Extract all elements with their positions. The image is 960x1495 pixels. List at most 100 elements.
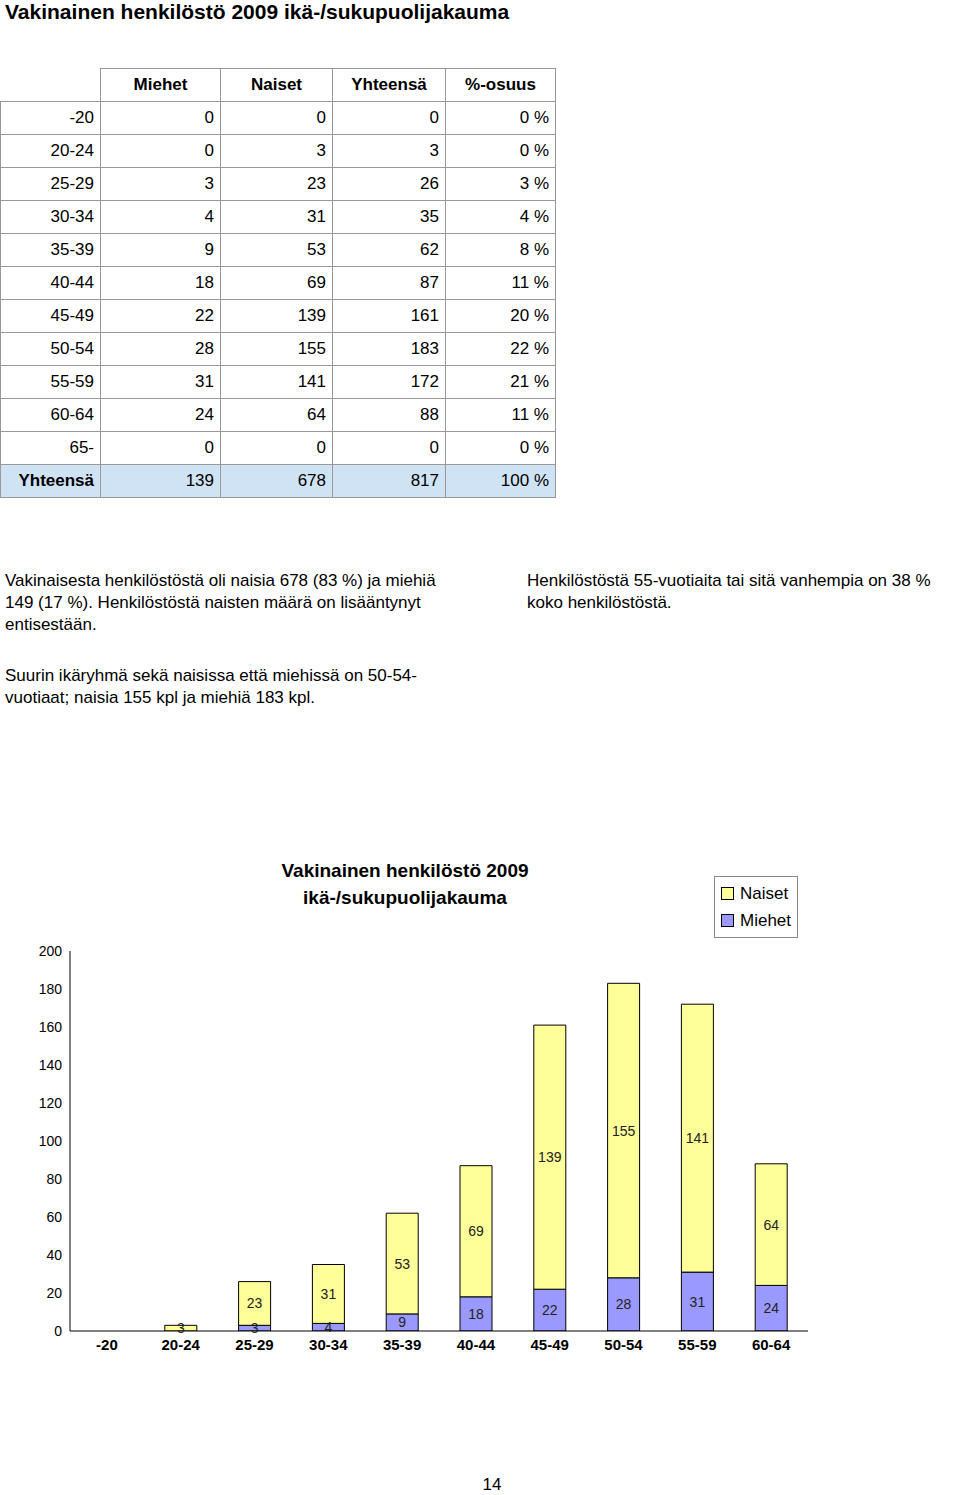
html-text:0: 0 [316,108,326,127]
svg-text:80: 80 [46,1171,62,1187]
html-text:26: 26 [420,174,439,193]
html-text:87: 87 [420,273,439,292]
html-text:65-: 65- [69,438,94,457]
html-text:100 %: 100 % [500,471,549,490]
html-text:161: 161 [410,306,439,325]
html-text:139: 139 [185,471,214,490]
svg-text:25-29: 25-29 [235,1336,273,1353]
svg-text:30-34: 30-34 [309,1336,348,1353]
html-text:817: 817 [410,471,439,490]
svg-text:45-49: 45-49 [531,1336,569,1353]
html-text:31: 31 [195,372,214,391]
html-text:678: 678 [297,471,326,490]
svg-text:120: 120 [39,1095,63,1111]
svg-text:0: 0 [54,1323,62,1339]
svg-text:53: 53 [394,1256,410,1272]
html-text:Suurin ikäryhmä sekä naisissa: Suurin ikäryhmä sekä naisissa että miehi… [5,666,417,707]
html-text:45-49: 45-49 [50,306,94,325]
html-text:69: 69 [307,273,326,292]
html-text:53: 53 [307,240,326,259]
svg-text:24: 24 [763,1300,779,1316]
svg-text:9: 9 [398,1314,406,1330]
svg-text:23: 23 [247,1295,263,1311]
html-text:Vakinainen henkilöstö 2009 ikä: Vakinainen henkilöstö 2009 ikä-/sukupuol… [5,0,510,23]
svg-text:155: 155 [612,1123,636,1139]
html-text:8 %: 8 % [519,240,549,259]
html-text:50-54: 50-54 [50,339,94,358]
html-text:28: 28 [195,339,214,358]
html-text:60-64: 60-64 [50,405,94,424]
html-text:22 %: 22 % [510,339,549,358]
svg-text:3: 3 [251,1320,259,1336]
svg-text:3: 3 [177,1320,185,1336]
html-text:Vakinaisesta henkilöstöstä oli: Vakinaisesta henkilöstöstä oli naisia 67… [5,571,436,634]
html-text:62: 62 [420,240,439,259]
html-text:21 %: 21 % [510,372,549,391]
svg-text:140: 140 [39,1057,63,1073]
html-text:0: 0 [204,108,214,127]
html-text:0 %: 0 % [519,108,549,127]
svg-text:180: 180 [39,981,63,997]
html-text:0 %: 0 % [519,438,549,457]
svg-text:28: 28 [616,1296,632,1312]
html-text:172: 172 [410,372,439,391]
svg-text:55-59: 55-59 [678,1336,716,1353]
html-text:-20: -20 [69,108,94,127]
html-text:Yhteensä: Yhteensä [351,75,427,94]
svg-text:69: 69 [468,1223,484,1239]
html-text:Naiset: Naiset [251,75,302,94]
html-text:35-39: 35-39 [50,240,94,259]
svg-text:22: 22 [542,1302,558,1318]
svg-text:-20: -20 [96,1336,118,1353]
html-text:%-osuus: %-osuus [465,75,536,94]
html-text:25-29: 25-29 [50,174,94,193]
svg-text:50-54: 50-54 [604,1336,643,1353]
svg-text:160: 160 [39,1019,63,1035]
html-text:18: 18 [195,273,214,292]
svg-text:64: 64 [763,1217,779,1233]
html-text:183: 183 [410,339,439,358]
svg-text:40: 40 [46,1247,62,1263]
svg-text:141: 141 [686,1130,710,1146]
svg-text:200: 200 [39,943,63,959]
html-text:0 %: 0 % [519,141,549,160]
svg-text:18: 18 [468,1306,484,1322]
html-text:Miehet: Miehet [740,910,791,930]
svg-text:20-24: 20-24 [162,1336,201,1353]
html-text:155: 155 [297,339,326,358]
html-text:11 %: 11 % [511,273,549,292]
html-text:20-24: 20-24 [50,141,94,160]
html-text:3 %: 3 % [519,174,549,193]
html-text:55-59: 55-59 [50,372,94,391]
html-text:24: 24 [195,405,214,424]
html-text:14: 14 [482,1475,502,1494]
html-text:22: 22 [195,306,214,325]
svg-text:40-44: 40-44 [457,1336,496,1353]
html-text:141: 141 [297,372,326,391]
html-text:Henkilöstöstä 55-vuotiaita tai: Henkilöstöstä 55-vuotiaita tai sitä vanh… [527,571,931,612]
svg-text:100: 100 [39,1133,63,1149]
svg-text:60-64: 60-64 [752,1336,791,1353]
html-text:Miehet: Miehet [133,75,188,94]
svg-text:139: 139 [538,1149,562,1165]
svg-text:35-39: 35-39 [383,1336,421,1353]
html-text:11 %: 11 % [511,405,549,424]
html-text:35: 35 [420,207,439,226]
html-text:4 %: 4 % [519,207,549,226]
html-text:40-44: 40-44 [50,273,94,292]
html-text:64: 64 [307,405,326,424]
html-text:30-34: 30-34 [50,207,94,226]
html-text:139: 139 [297,306,326,325]
html-text:20 %: 20 % [510,306,549,325]
svg-text:20: 20 [46,1285,62,1301]
html-text:23: 23 [307,174,326,193]
svg-text:31: 31 [690,1294,706,1310]
html-text:Naiset: Naiset [740,883,789,903]
svg-text:60: 60 [46,1209,62,1225]
html-text:88: 88 [420,405,439,424]
svg-text:4: 4 [325,1319,333,1335]
html-text:Vakinainen henkilöstö 2009 ikä: Vakinainen henkilöstö 2009 ikä-/sukupuol… [281,860,529,908]
html-text:Yhteensä: Yhteensä [18,471,94,490]
html-text:31: 31 [307,207,326,226]
svg-text:31: 31 [321,1286,337,1302]
